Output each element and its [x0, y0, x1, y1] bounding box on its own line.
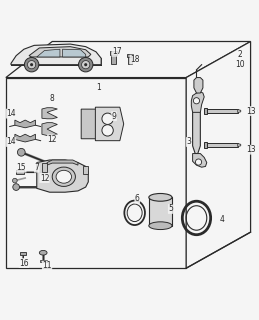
Text: 15: 15	[17, 163, 26, 172]
Polygon shape	[47, 160, 78, 165]
Text: 5: 5	[168, 204, 173, 213]
Text: 4: 4	[220, 215, 225, 224]
Text: 9: 9	[112, 112, 117, 121]
Ellipse shape	[149, 194, 172, 201]
Polygon shape	[204, 108, 207, 115]
Polygon shape	[238, 143, 241, 147]
Circle shape	[193, 98, 200, 104]
Text: 13: 13	[246, 145, 255, 154]
Circle shape	[13, 184, 19, 190]
FancyBboxPatch shape	[20, 252, 26, 255]
Circle shape	[102, 113, 113, 124]
Text: 13: 13	[246, 107, 255, 116]
Polygon shape	[186, 42, 250, 268]
FancyBboxPatch shape	[110, 51, 117, 55]
Text: 10: 10	[235, 60, 245, 69]
Polygon shape	[193, 154, 207, 167]
Text: 3: 3	[186, 138, 191, 147]
Polygon shape	[42, 108, 57, 119]
Text: 1: 1	[96, 84, 101, 92]
Circle shape	[196, 159, 202, 165]
Text: 12: 12	[40, 173, 49, 182]
Text: 17: 17	[112, 47, 121, 56]
Text: 8: 8	[50, 94, 55, 103]
Polygon shape	[204, 142, 207, 148]
Polygon shape	[83, 166, 88, 174]
Polygon shape	[238, 109, 241, 113]
FancyBboxPatch shape	[16, 170, 24, 174]
Circle shape	[84, 63, 87, 66]
Polygon shape	[95, 107, 124, 141]
Polygon shape	[207, 109, 238, 113]
Polygon shape	[42, 163, 47, 172]
Polygon shape	[29, 47, 91, 57]
Circle shape	[27, 60, 36, 69]
Polygon shape	[191, 92, 204, 112]
Polygon shape	[62, 49, 86, 57]
Text: 11: 11	[42, 261, 52, 270]
Polygon shape	[81, 109, 108, 139]
FancyBboxPatch shape	[40, 260, 47, 262]
Polygon shape	[11, 44, 101, 65]
Ellipse shape	[149, 222, 172, 229]
Circle shape	[24, 58, 39, 72]
FancyBboxPatch shape	[127, 54, 133, 57]
Text: 18: 18	[130, 55, 139, 64]
Circle shape	[82, 60, 90, 69]
Polygon shape	[194, 77, 203, 93]
Circle shape	[30, 63, 33, 66]
Text: 6: 6	[135, 194, 140, 203]
Polygon shape	[6, 77, 186, 268]
Text: 7: 7	[34, 163, 39, 172]
Ellipse shape	[56, 170, 71, 183]
Polygon shape	[15, 120, 35, 128]
FancyBboxPatch shape	[128, 57, 132, 64]
Text: 12: 12	[47, 135, 57, 144]
Polygon shape	[37, 49, 60, 57]
Ellipse shape	[39, 251, 47, 255]
Polygon shape	[149, 197, 172, 226]
Polygon shape	[207, 143, 238, 147]
Text: 14: 14	[6, 138, 16, 147]
Polygon shape	[42, 123, 57, 136]
Circle shape	[78, 58, 93, 72]
Polygon shape	[6, 42, 250, 77]
Circle shape	[102, 125, 113, 136]
Text: 16: 16	[19, 259, 29, 268]
Circle shape	[12, 178, 17, 183]
Ellipse shape	[52, 167, 75, 187]
Text: 14: 14	[6, 109, 16, 118]
Circle shape	[17, 148, 25, 156]
Polygon shape	[15, 134, 35, 142]
Text: 2: 2	[238, 50, 243, 59]
FancyBboxPatch shape	[111, 55, 116, 64]
Polygon shape	[193, 105, 200, 154]
Polygon shape	[37, 160, 88, 192]
